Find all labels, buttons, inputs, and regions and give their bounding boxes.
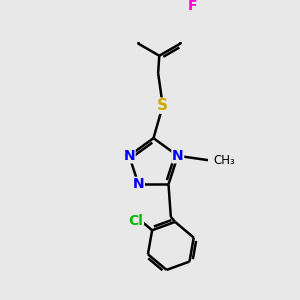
Text: Cl: Cl	[128, 214, 143, 227]
Text: CH₃: CH₃	[214, 154, 236, 167]
Text: N: N	[172, 149, 184, 163]
Text: N: N	[123, 149, 135, 163]
Text: F: F	[188, 0, 197, 14]
Text: S: S	[157, 98, 168, 113]
Text: N: N	[133, 177, 144, 191]
